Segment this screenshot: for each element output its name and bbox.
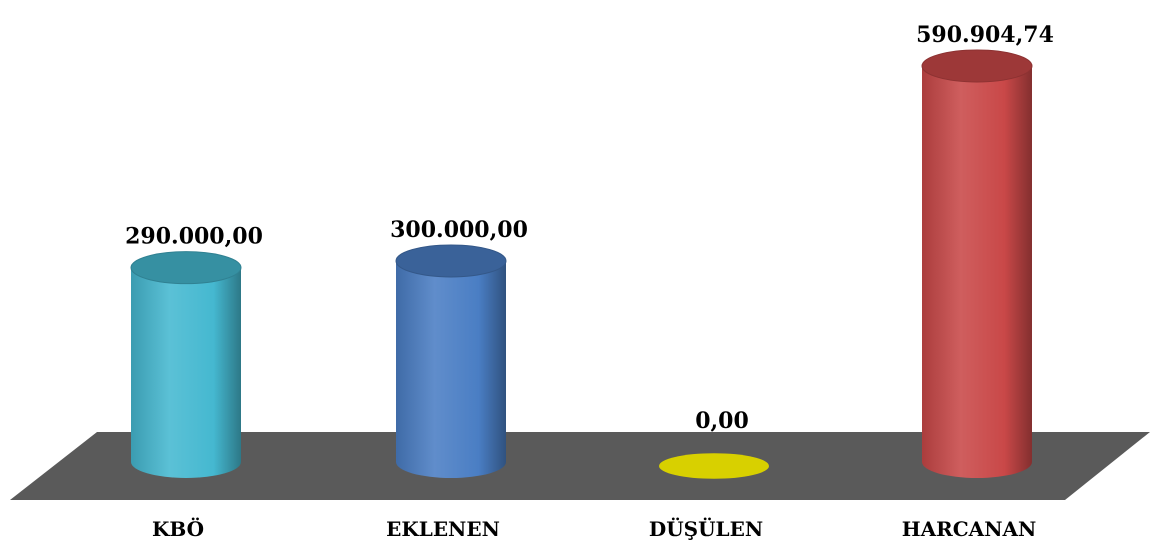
category-labels-group: KBÖ EKLENEN DÜŞÜLEN HARCANAN [152,516,1036,541]
value-labels-group: 290.000,00 300.000,00 0,00 590.904,74 [125,22,1054,434]
value-label-eklenen: 300.000,00 [390,217,528,243]
bars-group [130,49,1033,479]
category-label-düşülen: DÜŞÜLEN [649,516,763,541]
bar-cap-harcanan [921,49,1033,83]
value-label-düşülen: 0,00 [695,408,749,434]
value-label-harcanan: 590.904,74 [916,22,1054,48]
category-label-kbö: KBÖ [152,516,204,541]
bar-cap-kbö [130,251,242,285]
bar-kbö [131,267,241,478]
category-label-harcanan: HARCANAN [902,517,1037,541]
chart-floor [10,432,1150,500]
bar-eklenen [396,260,506,478]
bar-harcanan [922,66,1032,478]
bar-cap-eklenen [395,244,507,278]
category-label-eklenen: EKLENEN [386,517,500,541]
bar-düşülen [659,453,769,479]
value-label-kbö: 290.000,00 [125,224,263,250]
